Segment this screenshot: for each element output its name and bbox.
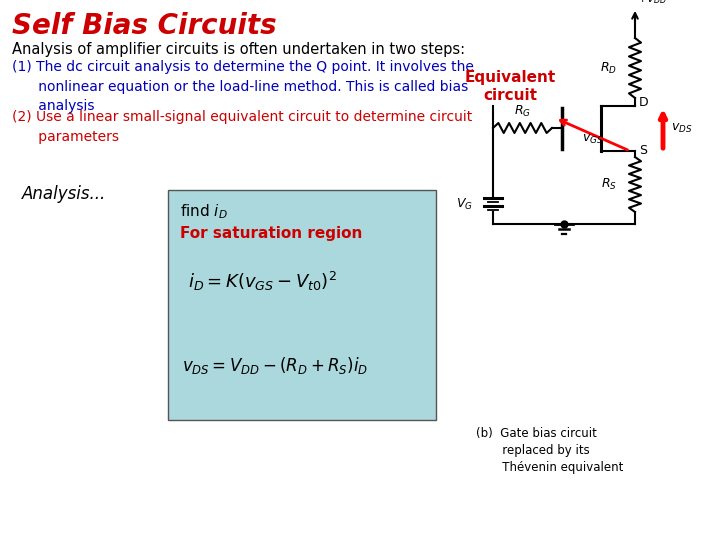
Text: (2) Use a linear small-signal equivalent circuit to determine circuit
      para: (2) Use a linear small-signal equivalent…	[12, 110, 472, 144]
Text: For saturation region: For saturation region	[180, 226, 362, 241]
Text: $R_D$: $R_D$	[600, 60, 617, 76]
Text: Analysis of amplifier circuits is often undertaken in two steps:: Analysis of amplifier circuits is often …	[12, 42, 465, 57]
Text: (b)  Gate bias circuit
       replaced by its
       Thévenin equivalent: (b) Gate bias circuit replaced by its Th…	[476, 427, 624, 474]
Text: Analysis...: Analysis...	[22, 185, 107, 203]
Text: (1) The dc circuit analysis to determine the Q point. It involves the
      nonl: (1) The dc circuit analysis to determine…	[12, 60, 474, 113]
Text: circuit: circuit	[483, 88, 537, 103]
Text: D: D	[639, 96, 649, 109]
Text: $v_{DS}$: $v_{DS}$	[671, 122, 693, 135]
Text: $i_D = K\left(v_{GS} - V_{t0}\right)^2$: $i_D = K\left(v_{GS} - V_{t0}\right)^2$	[188, 270, 337, 293]
Text: find $i_D$: find $i_D$	[180, 202, 228, 221]
Text: $+V_{DD}$: $+V_{DD}$	[637, 0, 667, 6]
Text: Self Bias Circuits: Self Bias Circuits	[12, 12, 276, 40]
Text: $v_{GS}$: $v_{GS}$	[582, 133, 603, 146]
Text: S: S	[639, 145, 647, 158]
Text: $R_G$: $R_G$	[514, 104, 531, 119]
Text: Equivalent: Equivalent	[464, 70, 556, 85]
Text: $R_S$: $R_S$	[601, 177, 617, 192]
Text: $v_{DS} = V_{DD} - \left(R_D + R_S\right)i_D$: $v_{DS} = V_{DD} - \left(R_D + R_S\right…	[182, 355, 368, 376]
Text: $V_G$: $V_G$	[456, 197, 473, 212]
Bar	[168, 190, 436, 420]
